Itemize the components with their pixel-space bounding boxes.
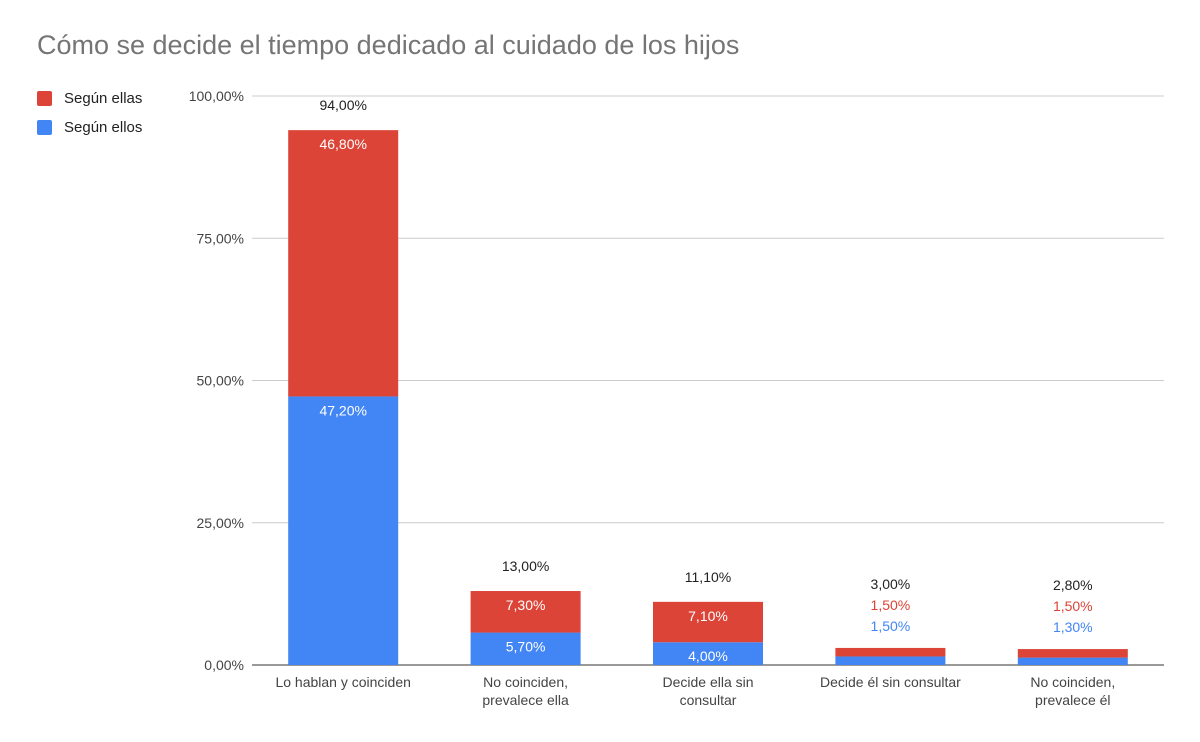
data-label-segun-ellas: 1,50% — [871, 597, 911, 613]
data-label-segun-ellas: 46,80% — [319, 136, 366, 152]
x-tick-label: Lo hablan y coinciden — [275, 674, 410, 690]
x-tick-label: No coinciden, — [483, 674, 568, 690]
data-label-segun-ellas: 7,30% — [506, 597, 546, 613]
legend: Según ellas Según ellos — [37, 84, 142, 142]
total-label: 13,00% — [502, 558, 549, 574]
data-label-segun-ellos: 5,70% — [506, 639, 546, 655]
legend-swatch-segun-ellas — [37, 91, 52, 106]
bar-segun-ellas — [653, 601, 763, 643]
data-label-segun-ellas: 1,50% — [1053, 598, 1093, 614]
bar-segun-ellas — [835, 647, 946, 657]
legend-item-segun-ellas: Según ellas — [37, 84, 142, 113]
total-label: 2,80% — [1053, 577, 1093, 593]
x-tick-label: prevalece ella — [482, 692, 569, 708]
bar-segun-ellas — [1017, 649, 1128, 658]
legend-swatch-segun-ellos — [37, 120, 52, 135]
bar-segun-ellos — [470, 632, 581, 665]
x-tick-label: consultar — [680, 692, 737, 708]
bar-segun-ellos — [835, 656, 946, 665]
x-tick-label: Decide ella sin — [662, 674, 753, 690]
chart-title: Cómo se decide el tiempo dedicado al cui… — [37, 30, 740, 60]
bar-segun-ellos — [653, 642, 763, 665]
total-label: 11,10% — [685, 569, 731, 585]
legend-label-segun-ellas: Según ellas — [64, 90, 143, 107]
bar-segun-ellos — [288, 396, 399, 665]
legend-label-segun-ellos: Según ellos — [64, 119, 143, 136]
x-tick-label: Decide él sin consultar — [820, 674, 961, 690]
data-label-segun-ellos: 47,20% — [319, 402, 366, 418]
y-tick-label: 25,00% — [197, 515, 244, 531]
total-label: 3,00% — [871, 576, 911, 592]
total-label: 94,00% — [319, 97, 366, 113]
bar-segun-ellas — [288, 130, 399, 397]
x-tick-label: prevalece él — [1035, 692, 1111, 708]
x-tick-label: No coinciden, — [1030, 674, 1115, 690]
data-label-segun-ellos: 4,00% — [688, 648, 728, 664]
y-tick-label: 50,00% — [197, 373, 244, 389]
data-label-segun-ellos: 1,30% — [1053, 619, 1093, 635]
bar-segun-ellos — [1017, 657, 1128, 665]
bar-segun-ellas — [470, 591, 581, 633]
y-tick-label: 0,00% — [204, 657, 244, 673]
data-label-segun-ellas: 7,10% — [688, 608, 728, 624]
legend-item-segun-ellos: Según ellos — [37, 113, 142, 142]
data-label-segun-ellos: 1,50% — [871, 618, 911, 634]
y-tick-label: 100,00% — [189, 88, 244, 104]
y-tick-label: 75,00% — [197, 230, 244, 246]
